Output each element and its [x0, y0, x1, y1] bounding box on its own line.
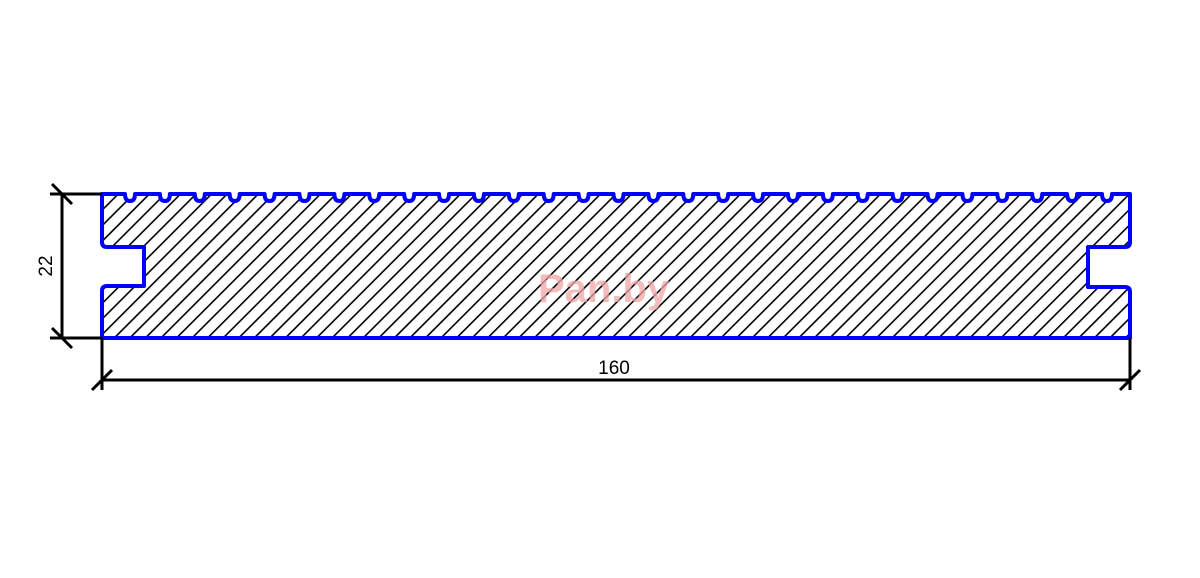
board-profile-outline — [100, 192, 1132, 340]
width-dimension — [90, 338, 1142, 392]
width-label: 160 — [598, 358, 630, 379]
tick-mark — [1118, 368, 1142, 392]
tick-mark — [90, 368, 114, 392]
watermark: Pan.by — [538, 267, 670, 311]
height-label: 22 — [36, 255, 57, 276]
tick-mark — [50, 326, 74, 350]
height-dimension — [50, 182, 102, 350]
tick-mark — [50, 182, 74, 206]
